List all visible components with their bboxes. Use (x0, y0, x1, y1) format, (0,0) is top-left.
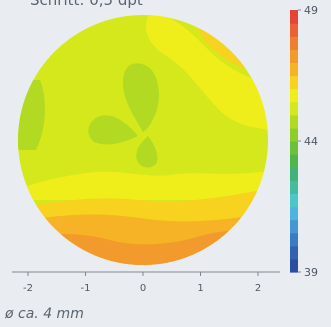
colorbar-segment (290, 180, 298, 194)
colorbar-segment (290, 167, 298, 181)
colorbar-segment (290, 141, 298, 155)
colorbar-tick-label: 39 (304, 266, 318, 279)
colorbar-segment (290, 88, 298, 103)
colorbar-segment (290, 62, 298, 77)
heatmap-zone-center-band (18, 170, 268, 200)
heatmap-zone-center-lobe-up (122, 63, 159, 132)
x-tick-label: 2 (255, 283, 261, 294)
x-tick-label: 1 (197, 283, 203, 294)
heatmap-zone-center-lobe-left (88, 115, 138, 145)
colorbar-segment (290, 232, 298, 247)
colorbar-segment (290, 10, 298, 24)
colorbar-segment (290, 245, 298, 260)
footnote: ø ca. 4 mm (4, 306, 84, 322)
x-axis: -2 -1 0 1 2 (12, 271, 280, 294)
colorbar-tick-label: 49 (304, 4, 318, 17)
colorbar-segment (290, 258, 298, 273)
colorbar-segment (290, 154, 298, 168)
x-tick-label: -2 (23, 283, 33, 294)
heatmap-disc (18, 15, 268, 265)
colorbar-segment (290, 36, 298, 50)
colorbar: 49 44 39 (290, 4, 318, 279)
chart-title: Schritt: 0,5 dpt (30, 0, 143, 9)
colorbar-tick-label: 44 (304, 135, 318, 148)
colorbar-segment (290, 101, 298, 116)
colorbar-segment (290, 193, 298, 208)
colorbar-segment (290, 75, 298, 90)
x-tick-label: -1 (81, 283, 91, 294)
colorbar-segment (290, 219, 298, 234)
heatmap-zone-center-lobe-right (136, 136, 158, 168)
colorbar-segment (290, 23, 298, 37)
colorbar-segment (290, 206, 298, 221)
colorbar-segment (290, 49, 298, 63)
heatmap-zone-upper-right-band (146, 15, 268, 130)
colorbar-segment (290, 114, 298, 129)
colorbar-segment (290, 127, 298, 142)
x-tick-label: 0 (140, 283, 146, 294)
